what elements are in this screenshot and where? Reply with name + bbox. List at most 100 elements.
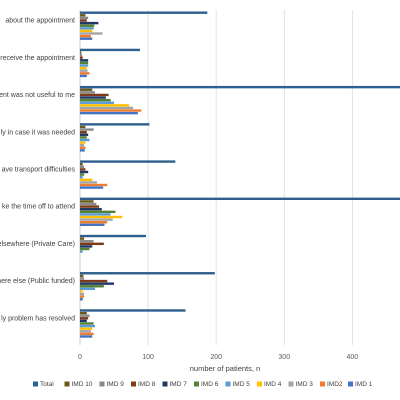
bar-7-imd-5 bbox=[80, 250, 83, 253]
bar-6-imd-4 bbox=[80, 215, 123, 219]
category-label-1: about the appointment bbox=[5, 18, 75, 25]
bar-7-imd-6 bbox=[80, 247, 90, 251]
legend-label: Total bbox=[40, 381, 54, 388]
legend-swatch bbox=[131, 381, 136, 387]
legend-item-imd-8: IMD 8 bbox=[131, 381, 156, 388]
legend-item-imd-10: IMD 10 bbox=[64, 381, 93, 388]
bar-1-imd-4 bbox=[80, 29, 93, 33]
legend-label: IMD 6 bbox=[201, 381, 219, 388]
legend-item-imd2: IMD2 bbox=[320, 381, 343, 388]
bar-3-imd-9 bbox=[80, 91, 95, 94]
bar-2-imd-8 bbox=[80, 56, 83, 59]
legend-label: IMD 10 bbox=[72, 381, 93, 388]
bar-7-imd-9 bbox=[80, 240, 94, 243]
bar-8-imd-5 bbox=[80, 287, 95, 291]
legend-item-imd-1: IMD 1 bbox=[348, 381, 373, 388]
bar-6-imd-3 bbox=[80, 218, 113, 221]
legend-swatch bbox=[288, 381, 294, 387]
bar-1-imd2 bbox=[80, 34, 91, 38]
bar-8-imd-4 bbox=[80, 290, 83, 293]
legend-label: IMD 5 bbox=[233, 381, 251, 388]
x-axis-title: number of patients, n bbox=[190, 364, 260, 373]
bar-2-imd-5 bbox=[80, 64, 89, 67]
bar-4-imd-8 bbox=[80, 130, 87, 134]
bar-4-imd-7 bbox=[80, 133, 89, 136]
legend-swatch bbox=[194, 381, 199, 387]
bar-2-imd2 bbox=[80, 72, 90, 75]
bar-4-imd-9 bbox=[80, 128, 94, 131]
legend-item-imd-3: IMD 3 bbox=[288, 381, 314, 388]
bar-3-total bbox=[80, 85, 400, 89]
legend-swatch bbox=[225, 381, 231, 387]
bar-7-imd-10 bbox=[80, 237, 85, 240]
bar-9-total bbox=[80, 309, 186, 312]
bar-8-imd-8 bbox=[80, 279, 108, 283]
bar-6-imd-8 bbox=[80, 205, 100, 208]
bar-3-imd-3 bbox=[80, 106, 134, 110]
bar-8-imd-7 bbox=[80, 282, 115, 285]
bars bbox=[80, 11, 400, 338]
bar-1-imd-3 bbox=[80, 32, 103, 35]
legend-item-imd-4: IMD 4 bbox=[257, 381, 282, 388]
category-label-9: ly problem has resolved bbox=[1, 315, 75, 322]
legend-label: IMD 1 bbox=[355, 381, 373, 388]
bar-2-imd-4 bbox=[80, 66, 87, 70]
bar-4-imd-3 bbox=[80, 143, 85, 147]
bar-6-imd-7 bbox=[80, 208, 102, 211]
bar-6-imd-10 bbox=[80, 200, 94, 203]
bar-9-imd-1 bbox=[80, 335, 93, 338]
bar-8-imd2 bbox=[80, 295, 85, 298]
legend-item-imd-6: IMD 6 bbox=[194, 381, 219, 388]
bar-2-imd-10 bbox=[80, 51, 82, 54]
bar-5-imd-9 bbox=[80, 165, 85, 168]
bar-7-imd-7 bbox=[80, 245, 93, 248]
legend-item-imd-7: IMD 7 bbox=[162, 381, 188, 388]
legend-label: IMD 9 bbox=[107, 381, 125, 388]
bar-2-imd-9 bbox=[80, 53, 83, 57]
legend-swatch bbox=[64, 381, 70, 387]
bar-4-imd-6 bbox=[80, 136, 87, 139]
x-tick-label-400: 400 bbox=[346, 354, 358, 361]
bar-1-total bbox=[80, 11, 208, 14]
legend-swatch bbox=[33, 381, 38, 387]
gridlines bbox=[147, 10, 353, 345]
category-label-4: ly in case it was needed bbox=[1, 129, 75, 136]
bar-8-imd-3 bbox=[80, 292, 85, 296]
legend-label: IMD 7 bbox=[170, 381, 188, 388]
bar-9-imd-9 bbox=[80, 314, 90, 317]
bar-8-imd-6 bbox=[80, 285, 104, 288]
legend-label: IMD 3 bbox=[296, 381, 314, 388]
bar-5-total bbox=[80, 160, 176, 163]
category-label-2: receive the appointment bbox=[0, 55, 75, 62]
bar-1-imd-6 bbox=[80, 24, 95, 27]
bar-1-imd-9 bbox=[80, 16, 89, 20]
category-label-8: here else (Public funded) bbox=[0, 278, 75, 285]
bar-6-imd-5 bbox=[80, 213, 111, 216]
legend-swatch bbox=[162, 381, 168, 387]
bar-5-imd-1 bbox=[80, 186, 104, 189]
bar-4-imd-10 bbox=[80, 125, 86, 129]
bar-5-imd-6 bbox=[80, 173, 85, 176]
legend-item-total: Total bbox=[33, 381, 54, 388]
bar-2-imd-1 bbox=[80, 74, 87, 78]
bar-1-imd-7 bbox=[80, 21, 99, 25]
bar-4-imd2 bbox=[80, 146, 86, 149]
bar-5-imd-8 bbox=[80, 168, 86, 171]
x-tick-label-300: 300 bbox=[278, 354, 290, 361]
bar-3-imd-10 bbox=[80, 88, 93, 91]
bar-5-imd-3 bbox=[80, 181, 98, 184]
bar-9-imd-8 bbox=[80, 317, 89, 320]
legend-label: IMD2 bbox=[327, 381, 343, 388]
legend-swatch bbox=[320, 381, 325, 387]
bar-7-total bbox=[80, 234, 147, 238]
bar-8-imd-10 bbox=[80, 274, 84, 278]
legend-swatch bbox=[348, 381, 353, 387]
legend-item-imd-5: IMD 5 bbox=[225, 381, 251, 388]
bar-9-imd-4 bbox=[80, 327, 93, 330]
bar-5-imd-7 bbox=[80, 170, 89, 174]
bar-6-imd2 bbox=[80, 221, 108, 224]
bar-2-imd-3 bbox=[80, 69, 88, 72]
legend-label: IMD 4 bbox=[264, 381, 282, 388]
